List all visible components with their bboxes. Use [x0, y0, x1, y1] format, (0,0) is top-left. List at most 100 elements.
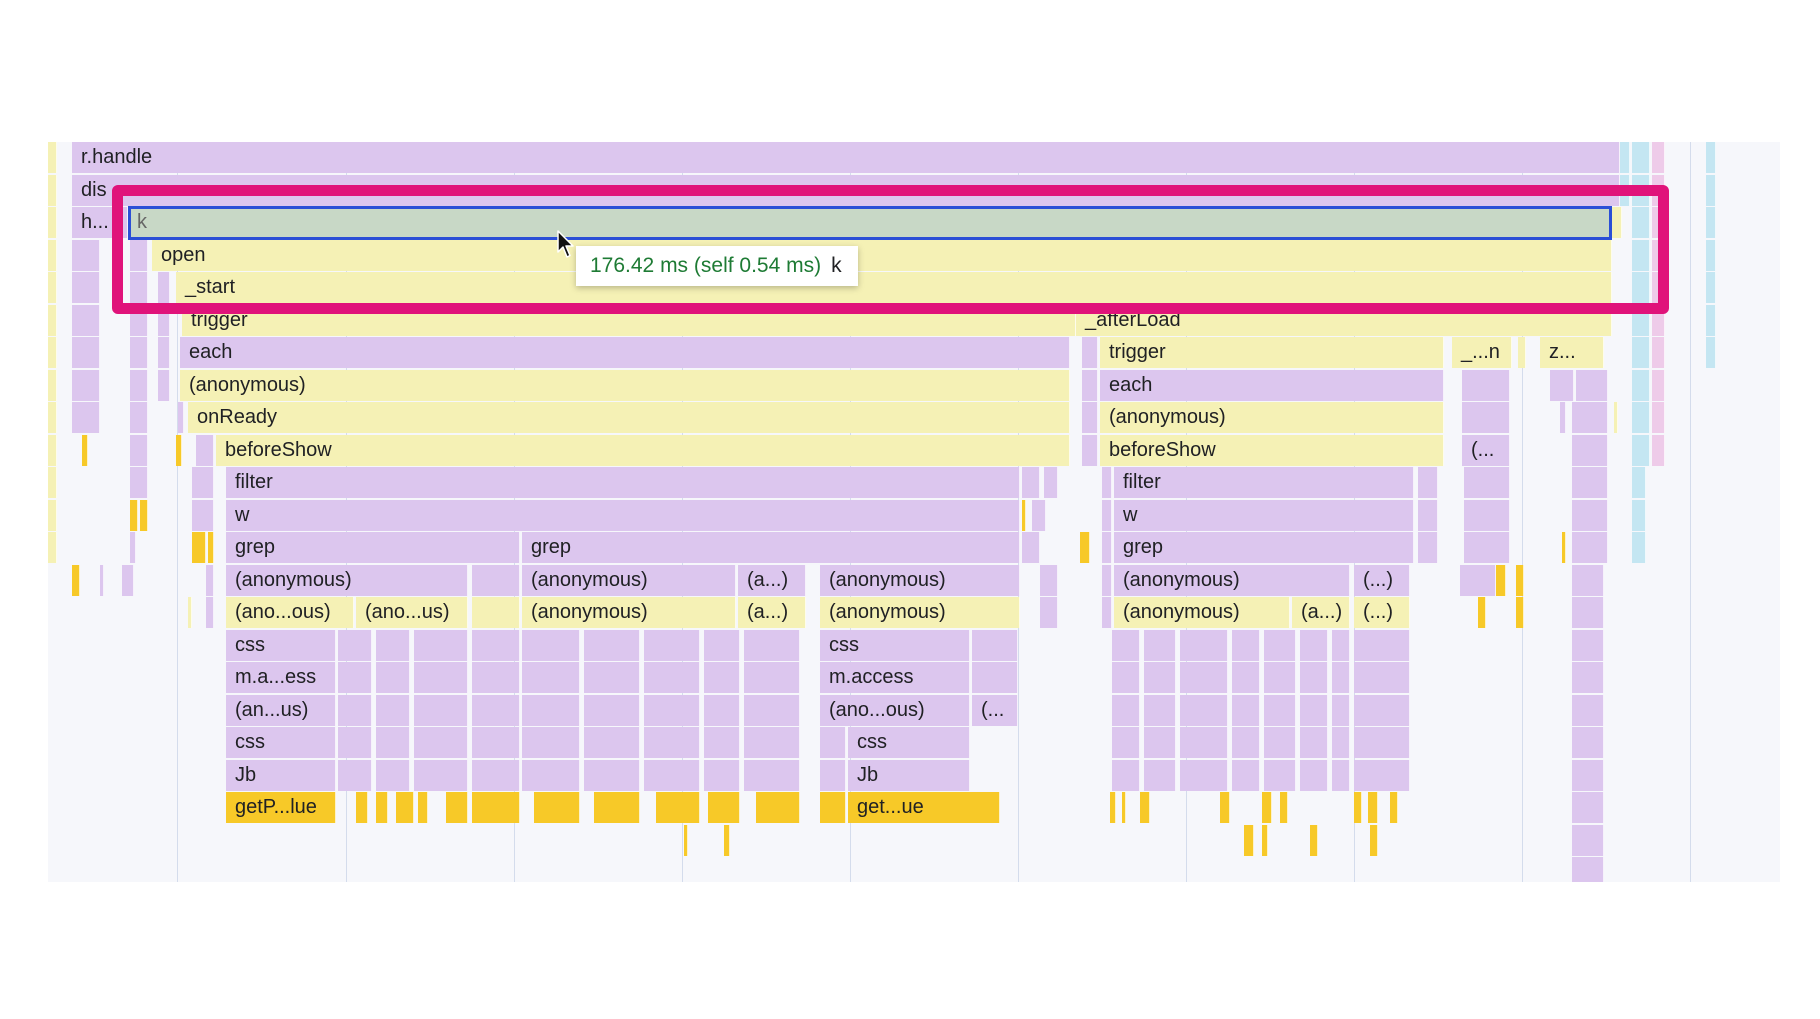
- flame-bar-sliver[interactable]: [140, 499, 148, 531]
- flame-bar-sliver[interactable]: [1112, 629, 1140, 661]
- flame-bar-sliver[interactable]: [130, 239, 148, 271]
- flame-bar-sliver[interactable]: [1232, 629, 1260, 661]
- flame-bar-sliver[interactable]: [1632, 337, 1650, 368]
- flame-bar-sliver[interactable]: [376, 727, 410, 758]
- flame-bar-z[interactable]: z...: [1540, 337, 1604, 368]
- flame-bar-sliver[interactable]: [1516, 597, 1524, 628]
- flame-bar-sliver[interactable]: [1244, 824, 1254, 856]
- flame-bar-sliver[interactable]: [48, 532, 57, 563]
- flame-bar-sliver[interactable]: [1332, 727, 1350, 758]
- flame-bar-sliver[interactable]: [130, 499, 138, 531]
- flame-bar-sliver[interactable]: [48, 304, 57, 336]
- flame-bar-sliver[interactable]: [72, 369, 100, 401]
- flame-bar-r-handle[interactable]: r.handle: [72, 142, 1620, 173]
- flame-bar-sliver[interactable]: [130, 402, 148, 433]
- flame-bar-sliver[interactable]: [1632, 467, 1646, 498]
- flame-bar-sliver[interactable]: [1460, 564, 1496, 596]
- flame-bar-sliver[interactable]: [1144, 759, 1176, 791]
- flame-bar-sliver[interactable]: [1110, 792, 1116, 823]
- flame-bar-trigger[interactable]: trigger: [1100, 337, 1444, 368]
- flame-bar-sliver[interactable]: [1390, 792, 1398, 823]
- flame-bar-sliver[interactable]: [188, 597, 192, 628]
- flame-bar-sliver[interactable]: [972, 629, 1018, 661]
- flame-bar-sliver[interactable]: [72, 272, 100, 303]
- flame-bar-sliver[interactable]: [1140, 792, 1150, 823]
- flame-bar-sliver[interactable]: [414, 694, 468, 726]
- flame-bar-sliver[interactable]: [1300, 727, 1328, 758]
- flame-bar-jb[interactable]: Jb: [226, 759, 336, 791]
- flame-bar-sliver[interactable]: [1264, 662, 1296, 693]
- flame-bar-sliver[interactable]: [1022, 467, 1040, 498]
- flame-bar-jb[interactable]: Jb: [848, 759, 970, 791]
- flame-bar-anonymous[interactable]: (anonymous): [1114, 564, 1350, 596]
- flame-bar-sliver[interactable]: [1572, 857, 1604, 882]
- flame-bar-sliver[interactable]: [472, 759, 520, 791]
- flame-bar-m_a_ess[interactable]: m.a...ess: [226, 662, 336, 693]
- flame-bar-sliver[interactable]: [584, 759, 640, 791]
- flame-bar-sliver[interactable]: [130, 337, 148, 368]
- flame-bar-sliver[interactable]: [376, 662, 410, 693]
- flame-bar-getp_lue[interactable]: getP...lue: [226, 792, 336, 823]
- flame-bar-sliver[interactable]: [1464, 467, 1510, 498]
- flame-bar-a[interactable]: (a...): [738, 564, 806, 596]
- flame-bar-css[interactable]: css: [226, 629, 336, 661]
- flame-bar-beforeshow[interactable]: beforeShow: [216, 434, 1070, 466]
- flame-bar-sliver[interactable]: [1032, 499, 1046, 531]
- flame-bar-sliver[interactable]: [1264, 759, 1296, 791]
- flame-bar-sliver[interactable]: [1180, 727, 1228, 758]
- flame-bar-sliver[interactable]: [820, 727, 846, 758]
- flame-bar-sliver[interactable]: [206, 597, 214, 628]
- flame-bar-sliver[interactable]: [644, 727, 700, 758]
- flame-bar-a[interactable]: (a...): [1292, 597, 1350, 628]
- flame-bar-sliver[interactable]: [338, 727, 372, 758]
- flame-bar-sliver[interactable]: [644, 759, 700, 791]
- flame-bar-sliver[interactable]: [820, 792, 846, 823]
- flame-bar-sliver[interactable]: [1652, 337, 1665, 368]
- flame-bar-sliver[interactable]: [1632, 402, 1650, 433]
- flame-bar-anonymous[interactable]: (anonymous): [1114, 597, 1290, 628]
- flame-bar-sliver[interactable]: [1632, 532, 1646, 563]
- flame-bar-sliver[interactable]: [1632, 499, 1646, 531]
- flame-bar-sliver[interactable]: [1612, 207, 1622, 238]
- flame-bar-sliver[interactable]: [72, 304, 100, 336]
- flame-bar-sliver[interactable]: [744, 662, 800, 693]
- flame-bar-sliver[interactable]: [704, 727, 740, 758]
- flame-bar-anonymous[interactable]: (anonymous): [226, 564, 468, 596]
- flame-bar-anonymous[interactable]: (ano...us): [356, 597, 468, 628]
- flame-bar-sliver[interactable]: [820, 759, 846, 791]
- flame-bar-sliver[interactable]: [1706, 272, 1716, 303]
- flame-bar-sliver[interactable]: [1632, 239, 1650, 271]
- flame-bar-sliver[interactable]: [48, 369, 57, 401]
- flame-bar-sliver[interactable]: [1562, 532, 1566, 563]
- flame-bar-anonymous[interactable]: (anonymous): [820, 564, 1020, 596]
- flame-bar-a[interactable]: (a...): [738, 597, 806, 628]
- flame-bar-n[interactable]: _...n: [1452, 337, 1512, 368]
- flame-bar-grep[interactable]: grep: [522, 532, 1020, 563]
- flame-bar-sliver[interactable]: [1022, 499, 1026, 531]
- flame-bar-sliver[interactable]: [1706, 337, 1716, 368]
- flame-bar-sliver[interactable]: [376, 759, 410, 791]
- flame-bar-sliver[interactable]: [644, 629, 700, 661]
- flame-bar-sliver[interactable]: [338, 662, 372, 693]
- flame-bar-sliver[interactable]: [208, 532, 214, 563]
- flame-bar-sliver[interactable]: [1572, 402, 1608, 433]
- flame-bar-sliver[interactable]: [1572, 597, 1604, 628]
- flame-bar-sliver[interactable]: [972, 662, 1018, 693]
- flame-bar-open[interactable]: open: [152, 239, 1612, 271]
- flame-bar-sliver[interactable]: [82, 434, 88, 466]
- flame-bar-sliver[interactable]: [1496, 564, 1506, 596]
- flame-bar-sliver[interactable]: [158, 337, 170, 368]
- flame-bar-sliver[interactable]: [1632, 272, 1650, 303]
- flame-bar-sliver[interactable]: [396, 792, 414, 823]
- flame-bar-sliver[interactable]: [1022, 532, 1040, 563]
- flame-bar-sliver[interactable]: [1082, 369, 1098, 401]
- flame-bar-sliver[interactable]: [48, 499, 57, 531]
- flame-bar-sliver[interactable]: [130, 434, 148, 466]
- flame-bar-sliver[interactable]: [1310, 824, 1318, 856]
- flame-bar-sliver[interactable]: [1112, 759, 1140, 791]
- flame-bar-sliver[interactable]: [376, 792, 388, 823]
- flame-bar-sliver[interactable]: [584, 662, 640, 693]
- flame-bar-sliver[interactable]: [1572, 467, 1608, 498]
- flame-bar-sliver[interactable]: [1280, 792, 1288, 823]
- flame-bar-sliver[interactable]: [72, 402, 100, 433]
